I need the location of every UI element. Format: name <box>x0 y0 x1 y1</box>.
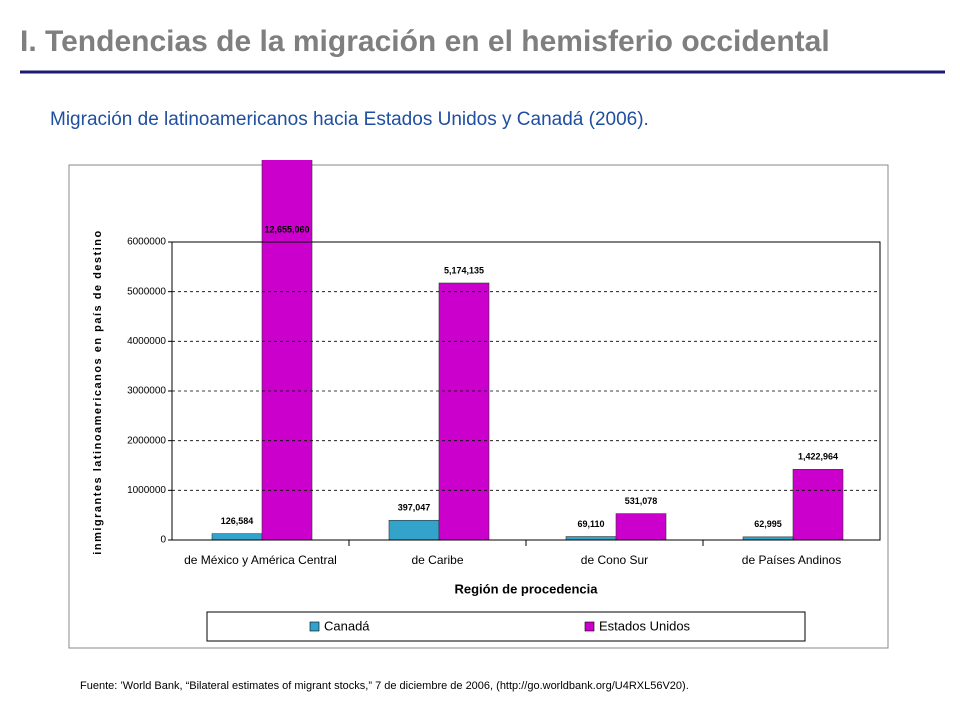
bar <box>565 536 617 541</box>
bar <box>792 469 844 541</box>
legend-swatch <box>309 621 320 632</box>
value-label: 5,174,135 <box>444 265 484 275</box>
y-tick-label: 5000000 <box>127 286 166 297</box>
legend-swatch <box>584 621 595 632</box>
y-tick-label: 6000000 <box>127 237 166 248</box>
bar <box>261 160 313 541</box>
y-axis-title: inmigrantes latinoamericanos en país de … <box>92 229 104 554</box>
x-tick-label: de Países Andinos <box>742 553 841 567</box>
y-tick-label: 3000000 <box>127 386 166 397</box>
legend <box>206 611 806 642</box>
value-label: 126,584 <box>221 516 254 526</box>
value-label: 397,047 <box>398 503 431 513</box>
x-tick-label: de México y América Central <box>184 553 337 567</box>
y-tick-label: 2000000 <box>127 435 166 446</box>
bar <box>388 519 440 541</box>
value-label: 12,655,060 <box>264 224 309 234</box>
legend-label: Canadá <box>324 618 370 633</box>
y-tick-label: 1000000 <box>127 485 166 496</box>
bar <box>211 533 263 541</box>
bar <box>615 513 667 541</box>
subtitle: Migración de latinoamericanos hacia Esta… <box>50 109 649 130</box>
slide-title: I. Tendencias de la migración en el hemi… <box>20 25 830 58</box>
bar <box>438 282 490 541</box>
value-label: 69,110 <box>577 519 604 529</box>
source-note: Fuente: ’World Bank, “Bilateral estimate… <box>80 680 689 692</box>
y-tick-label: 0 <box>160 535 166 546</box>
y-tick-label: 4000000 <box>127 336 166 347</box>
value-label: 1,422,964 <box>798 452 838 462</box>
x-tick-label: de Cono Sur <box>581 553 648 567</box>
value-label: 62,995 <box>754 519 782 529</box>
x-tick-label: de Caribe <box>411 553 463 567</box>
legend-label: Estados Unidos <box>599 618 691 633</box>
value-label: 531,078 <box>625 496 658 506</box>
x-axis-title: Región de procedencia <box>454 581 598 596</box>
